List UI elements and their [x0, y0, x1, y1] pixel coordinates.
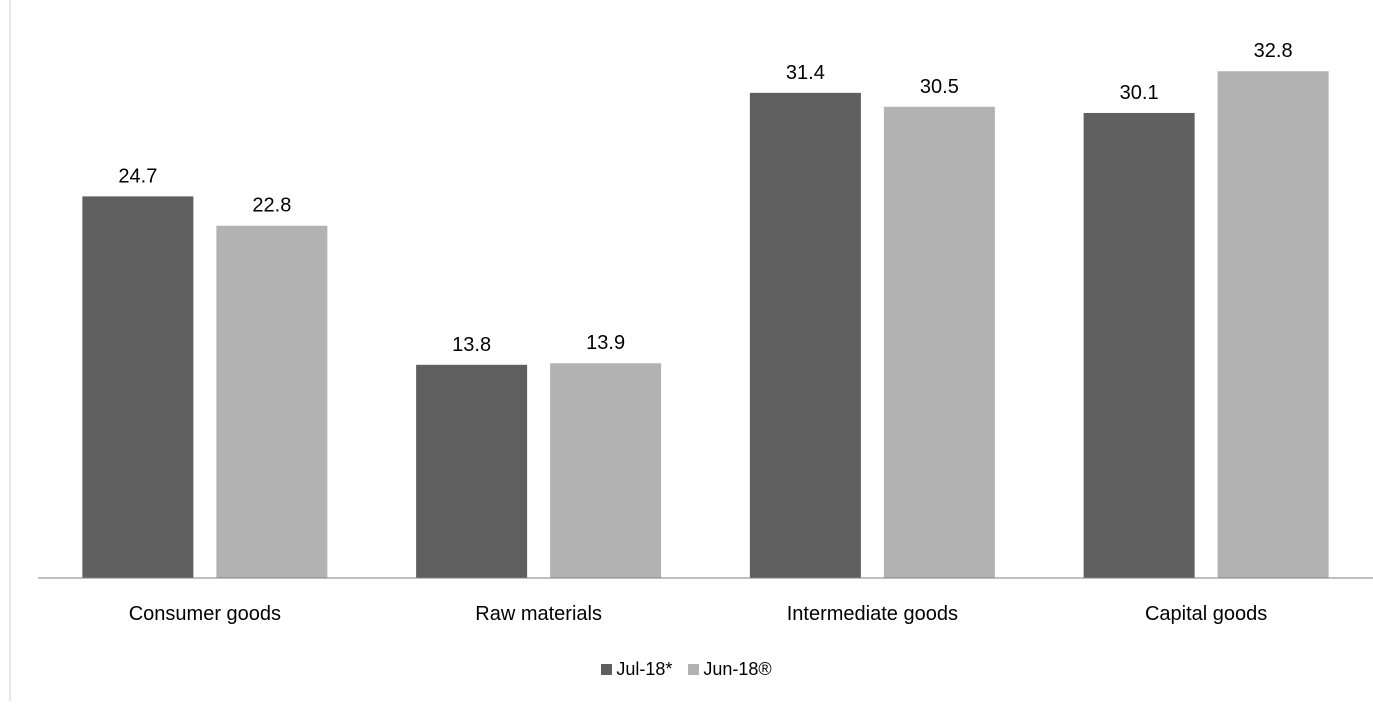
bar-intermediate-goods-jul-18	[749, 92, 861, 579]
legend-label-jun-18: Jun-18®	[703, 658, 772, 679]
data-label-raw-materials-jun-18: 13.9	[586, 332, 625, 354]
category-labels-layer: Consumer goods Raw materials Intermediate …	[129, 603, 1268, 625]
data-label-capital-goods-jul-18: 30.1	[1120, 82, 1159, 104]
legend-swatch-jul-18	[601, 663, 613, 675]
bar-consumer-goods-jul-18	[82, 196, 194, 578]
bar-raw-materials-jul-18	[416, 364, 528, 578]
bar-intermediate-goods-jun-18	[883, 106, 995, 579]
bar-capital-goods-jun-18	[1217, 71, 1329, 579]
legend-swatch-jun-18	[688, 663, 700, 675]
bar-consumer-goods-jun-18	[216, 225, 328, 579]
data-label-consumer-goods-jun-18: 22.8	[252, 195, 291, 217]
legend-item-jul-18: Jul-18*	[601, 659, 672, 680]
category-label-intermediate-goods: Intermediate goods	[787, 603, 958, 625]
bar-raw-materials-jun-18	[550, 363, 662, 578]
data-labels-layer: 24.7 22.8 13.8 13.9 31.4 30.5 30.1 32.8	[118, 40, 1292, 356]
legend-label-jul-18: Jul-18*	[616, 658, 673, 679]
data-label-consumer-goods-jul-18: 24.7	[118, 165, 157, 187]
legend-item-jun-18: Jun-18®	[688, 658, 772, 680]
bars-layer	[82, 71, 1329, 579]
bar-capital-goods-jul-18	[1083, 112, 1195, 578]
legend: Jul-18* Jun-18®	[0, 657, 1373, 681]
category-label-capital-goods: Capital goods	[1145, 603, 1267, 625]
data-label-raw-materials-jul-18: 13.8	[452, 334, 491, 356]
data-label-capital-goods-jun-18: 32.8	[1254, 40, 1293, 62]
category-label-raw-materials: Raw materials	[475, 603, 602, 625]
category-label-consumer-goods: Consumer goods	[129, 603, 281, 625]
data-label-intermediate-goods-jul-18: 31.4	[786, 62, 825, 84]
data-label-intermediate-goods-jun-18: 30.5	[920, 76, 959, 98]
